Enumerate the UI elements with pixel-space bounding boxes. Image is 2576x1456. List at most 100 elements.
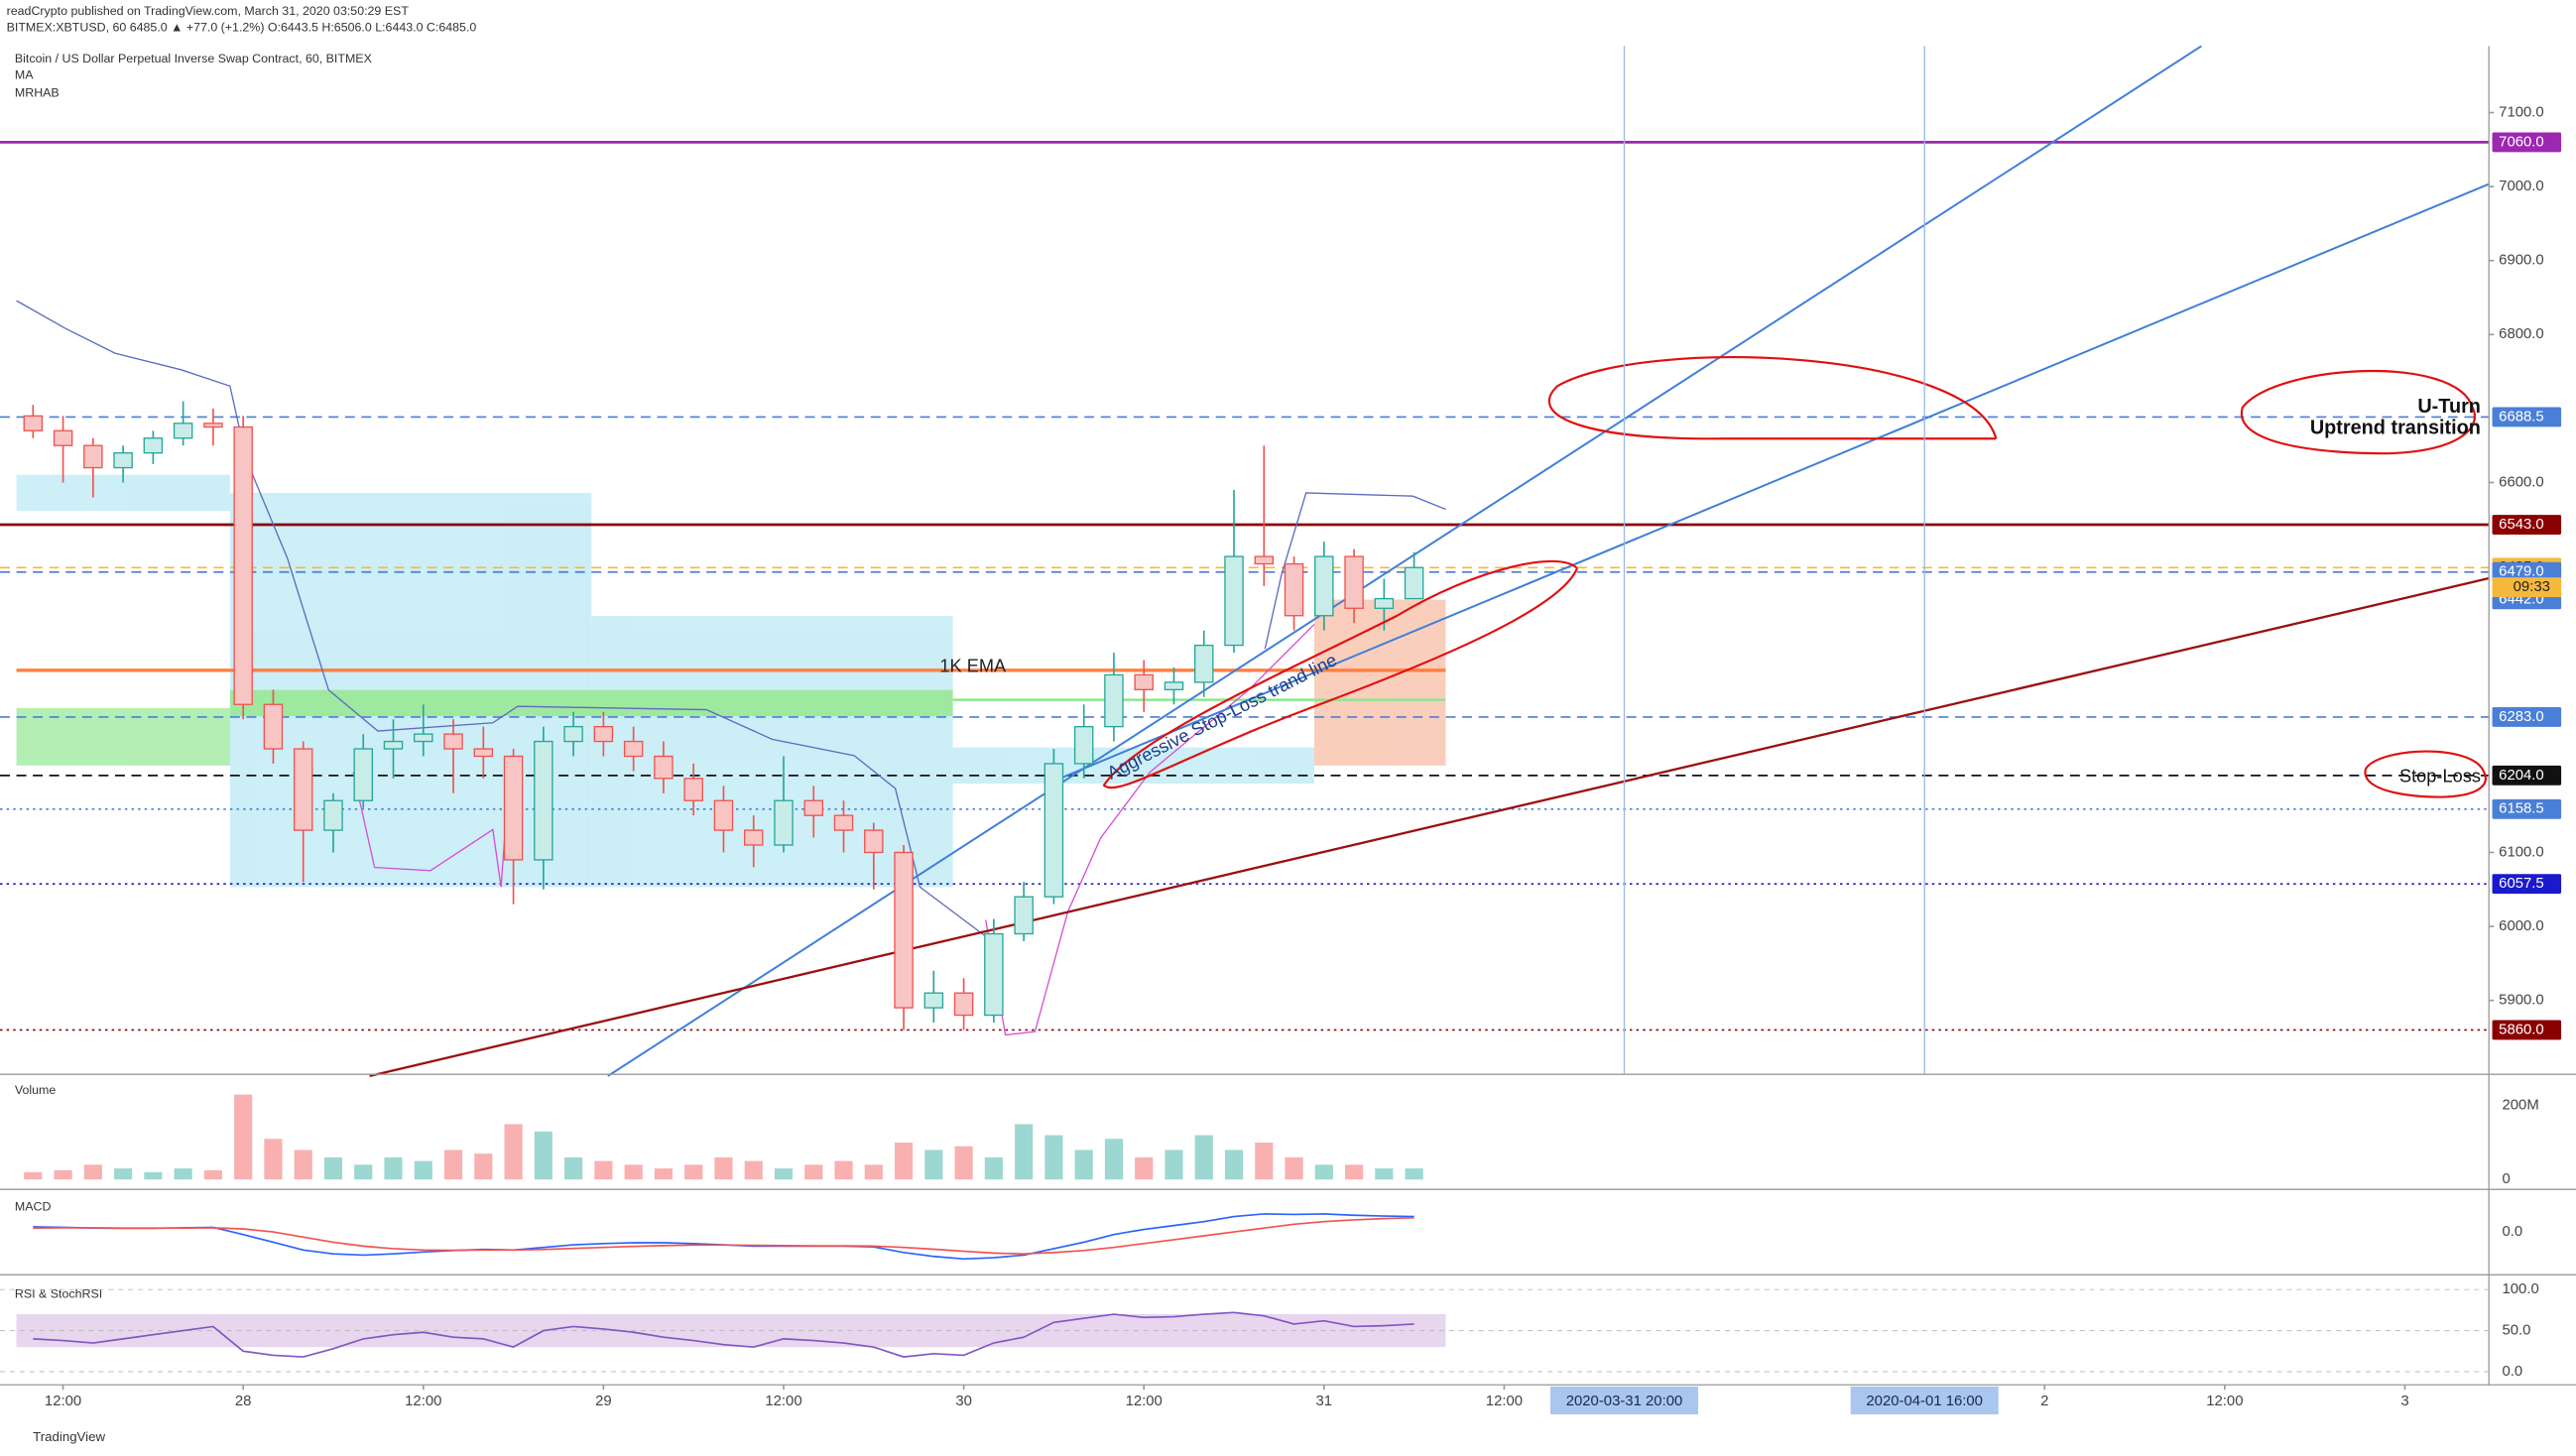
price-label-box	[2492, 1020, 2562, 1040]
volume-bar	[654, 1168, 674, 1180]
candle-body	[1134, 673, 1154, 691]
volume-bar	[54, 1169, 72, 1180]
candle-body	[563, 725, 583, 743]
ma-line	[16, 300, 987, 937]
volume-bar	[924, 1150, 943, 1180]
volume-bar	[984, 1156, 1003, 1180]
candle-body	[1164, 681, 1184, 691]
volume-bar	[114, 1168, 133, 1180]
candle-body	[383, 740, 404, 750]
volume-bar	[443, 1150, 463, 1180]
candle-body	[803, 799, 824, 816]
price-label: 6543.0	[2499, 517, 2544, 533]
volume-bar	[534, 1131, 552, 1180]
volume-bar	[1074, 1150, 1093, 1180]
volume-bar	[1104, 1139, 1124, 1180]
volume-bar	[1375, 1168, 1394, 1180]
volume-bar	[474, 1153, 493, 1180]
price-label-box	[2492, 874, 2562, 895]
candle-body	[1374, 597, 1395, 609]
volume-bar	[83, 1164, 102, 1180]
volume-bar	[804, 1164, 823, 1180]
volume-bar	[864, 1164, 883, 1180]
y-tick-label: 0.0	[2502, 1224, 2522, 1240]
pane-label: RSI & StochRSI	[15, 1286, 102, 1300]
candle-body	[774, 799, 794, 846]
volume-bar	[264, 1139, 283, 1180]
candle-body	[713, 799, 734, 831]
y-tick-label: 100.0	[2502, 1281, 2538, 1297]
macd-line	[33, 1217, 1414, 1255]
ma-line	[352, 772, 511, 888]
candle-body	[1254, 555, 1275, 565]
x-tick-label: 12:00	[765, 1394, 801, 1409]
ma-line	[1264, 492, 1446, 650]
zone	[952, 747, 1314, 785]
price-label: 6204.0	[2499, 768, 2544, 784]
candle-body	[984, 932, 1004, 1017]
pane-label: Volume	[15, 1083, 56, 1097]
countdown-box	[2492, 577, 2562, 598]
price-label-box	[2492, 707, 2562, 727]
indicator: MA	[15, 68, 34, 82]
zones	[16, 474, 1446, 888]
trend-line	[607, 45, 2202, 1077]
price-label: 6283.0	[2499, 709, 2544, 725]
candle-body	[293, 748, 313, 831]
volume-bar	[234, 1094, 253, 1180]
price-label: 6688.5	[2499, 409, 2544, 425]
candle-body	[203, 423, 223, 428]
y-tick-label: 7100.0	[2499, 104, 2544, 120]
countdown: 09:33	[2514, 579, 2550, 595]
annotation: Uptrend transition	[2310, 418, 2481, 439]
candle-body	[113, 451, 133, 469]
x-tick-label: 12:00	[45, 1394, 81, 1409]
pane-label: MACD	[15, 1200, 52, 1214]
ma-line	[985, 623, 1315, 1036]
candle-body	[1194, 644, 1214, 683]
candle-body	[1314, 555, 1334, 617]
x-tick-label: 31	[1316, 1394, 1333, 1409]
candle-body	[173, 423, 193, 439]
time-marker-box	[1850, 1386, 1999, 1415]
candle-body	[923, 992, 944, 1009]
candle-body	[894, 851, 914, 1009]
volume-bar	[1165, 1150, 1183, 1180]
candle-body	[473, 748, 494, 758]
candle-body	[503, 755, 524, 861]
candle-body	[534, 740, 553, 861]
volume-bar	[1194, 1135, 1213, 1180]
volume-bar	[174, 1168, 192, 1180]
volume-bar	[1314, 1164, 1333, 1180]
volume-bar	[774, 1168, 794, 1180]
price-label-box	[2492, 407, 2562, 427]
price-label-box	[2492, 515, 2562, 535]
price-label: 6057.5	[2499, 876, 2544, 892]
footer: TradingView	[33, 1429, 105, 1444]
volume-bar	[294, 1150, 312, 1180]
volume-bar	[1015, 1124, 1034, 1180]
x-tick-label: 12:00	[1126, 1394, 1163, 1409]
y-tick-label: 6600.0	[2499, 474, 2544, 490]
y-tick-label: 0.0	[2502, 1364, 2522, 1380]
volume-bar	[1285, 1156, 1303, 1180]
candle-body	[414, 733, 433, 743]
volume-bar	[1044, 1135, 1063, 1180]
time-marker-label: 2020-04-01 16:00	[1866, 1394, 1983, 1409]
price-label: 6479.0	[2499, 564, 2544, 580]
ellipse	[1102, 559, 1578, 789]
candle-body	[143, 437, 164, 454]
x-tick-label: 2	[2040, 1394, 2048, 1409]
zone	[229, 689, 953, 717]
annotation: 1K EMA	[939, 656, 1007, 675]
y-tick-label: 6100.0	[2499, 844, 2544, 860]
y-tick-label: 6800.0	[2499, 326, 2544, 342]
candle-body	[833, 814, 854, 831]
price-label-box	[2492, 798, 2562, 819]
volume-bar	[1224, 1150, 1244, 1180]
candle-body	[1014, 896, 1034, 935]
volume-bar	[744, 1160, 763, 1180]
candle-body	[1224, 555, 1244, 647]
